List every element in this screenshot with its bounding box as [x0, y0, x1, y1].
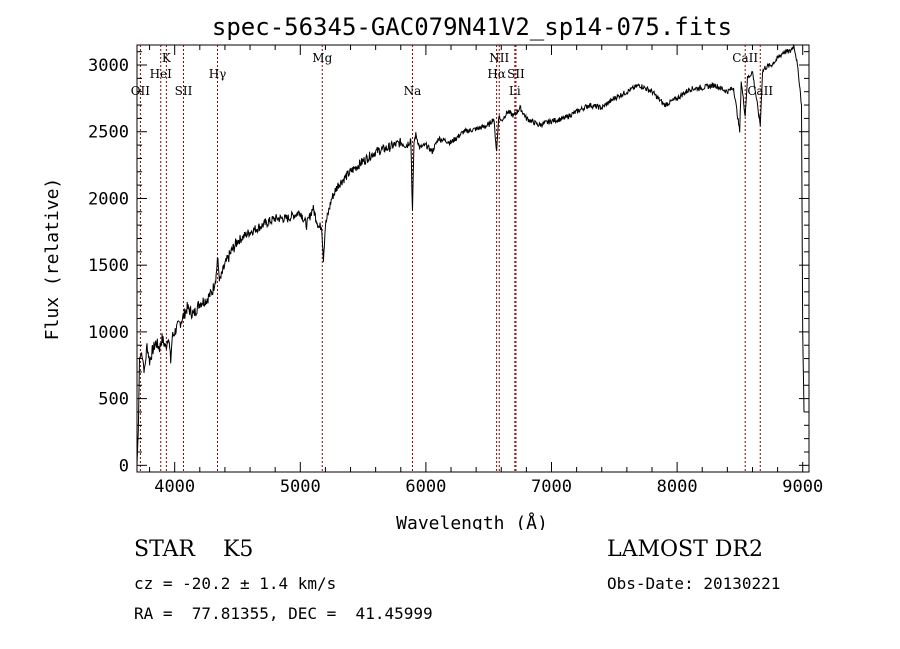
y-tick-label: 2500	[88, 123, 129, 143]
y-axis-label: Flux (relative)	[42, 178, 63, 341]
spectrum-line	[136, 43, 805, 466]
x-tick-label: 9000	[782, 477, 823, 497]
y-tick-label: 1000	[88, 323, 129, 343]
x-tick-label: 7000	[531, 477, 572, 497]
line-marker-label: SII	[507, 67, 525, 81]
line-marker-label: CaII	[747, 84, 773, 98]
observation-date: Obs-Date: 20130221	[607, 574, 781, 593]
line-marker-label: Na	[404, 84, 422, 98]
line-marker-label: Li	[509, 84, 521, 98]
coordinates: RA = 77.81355, DEC = 41.45999	[134, 604, 433, 623]
x-tick-label: 4000	[154, 477, 195, 497]
x-axis-label: Wavelength (Å)	[396, 512, 548, 530]
y-tick-label: 2000	[88, 189, 129, 209]
plot-border	[136, 44, 810, 473]
plot-frame	[136, 44, 810, 473]
line-marker-label: OII	[131, 84, 151, 98]
x-tick-label: 8000	[657, 477, 698, 497]
radial-velocity: cz = -20.2 ± 1.4 km/s	[134, 574, 337, 593]
line-marker-label: HeI	[150, 67, 173, 81]
y-tick-label: 500	[98, 390, 129, 410]
x-axis-ticks: 4000 5000 6000 7000 8000 9000	[149, 45, 823, 497]
line-marker-label: NII	[489, 51, 509, 65]
star-classification: STAR K5	[134, 537, 254, 562]
line-marker-label: CaII	[732, 51, 758, 65]
y-axis-ticks: 0 500 1000 1500 2000 2500 3000	[88, 51, 809, 476]
line-marker-label: SII	[175, 84, 193, 98]
survey-name: LAMOST DR2	[607, 537, 763, 562]
x-tick-label: 6000	[405, 477, 446, 497]
line-marker-label: Hα	[487, 67, 506, 81]
line-marker-label: Hγ	[209, 67, 227, 81]
y-tick-label: 1500	[88, 256, 129, 276]
x-tick-label: 5000	[280, 477, 321, 497]
line-marker-label: Mg	[312, 51, 332, 65]
chart-title: spec-56345-GAC079N41V2_sp14-075.fits	[212, 13, 732, 41]
y-tick-label: 0	[119, 456, 129, 476]
spectrum-series	[136, 43, 805, 466]
y-tick-label: 3000	[88, 56, 129, 76]
line-marker-label: K	[162, 51, 172, 65]
